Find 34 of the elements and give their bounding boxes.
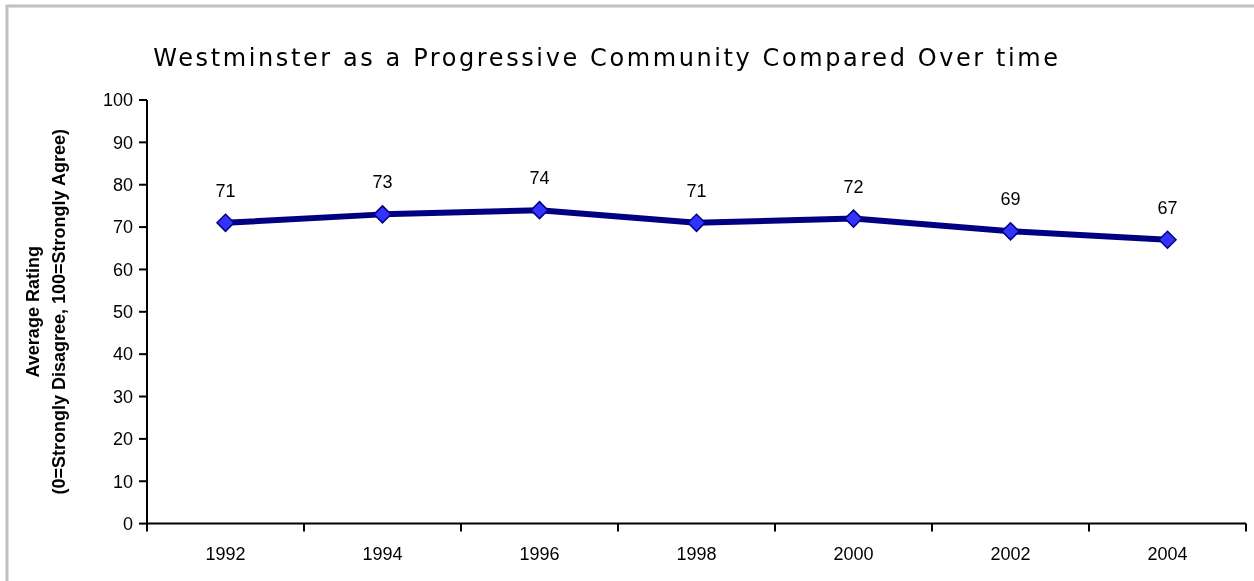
chart-title: Westminster as a Progressive Community Compared Over time	[153, 44, 1061, 72]
y-tick-label: 30	[112, 386, 133, 407]
data-label: 71	[686, 180, 707, 201]
x-tick-label: 1992	[205, 544, 246, 564]
point	[530, 200, 549, 220]
y-tick-label: 80	[112, 175, 133, 196]
y-tick-label: 20	[112, 429, 133, 450]
x-tick-label: 2004	[1147, 544, 1188, 564]
point	[1001, 222, 1020, 241]
data-label: 73	[372, 172, 393, 193]
data-label: 72	[843, 176, 864, 197]
y-tick-label: 50	[112, 302, 133, 323]
y-tick-label: 0	[122, 513, 133, 534]
x-tick-label: 1994	[362, 544, 403, 564]
point	[844, 209, 863, 228]
point	[216, 213, 235, 233]
y-tick-label: 100	[102, 90, 133, 111]
y-tick-label: 70	[112, 217, 133, 238]
point	[373, 205, 392, 224]
data-label: 69	[1000, 189, 1021, 210]
data-label: 71	[215, 180, 236, 201]
data-label: 67	[1157, 197, 1178, 218]
x-tick-label: 1996	[519, 544, 560, 564]
point	[1158, 230, 1177, 250]
point	[687, 213, 706, 233]
y-tick-label: 40	[112, 344, 133, 365]
y-tick-label: 90	[112, 132, 133, 153]
data-label: 74	[529, 168, 550, 189]
x-tick-label: 2002	[990, 544, 1031, 564]
x-tick-label: 2000	[833, 544, 874, 564]
x-tick-label: 1998	[676, 544, 717, 564]
y-tick-label: 10	[112, 471, 133, 492]
y-tick-label: 60	[112, 259, 133, 280]
y-axis-title: Average Rating (0=Strongly Disagree, 100=Strongly Agree)	[23, 129, 69, 495]
